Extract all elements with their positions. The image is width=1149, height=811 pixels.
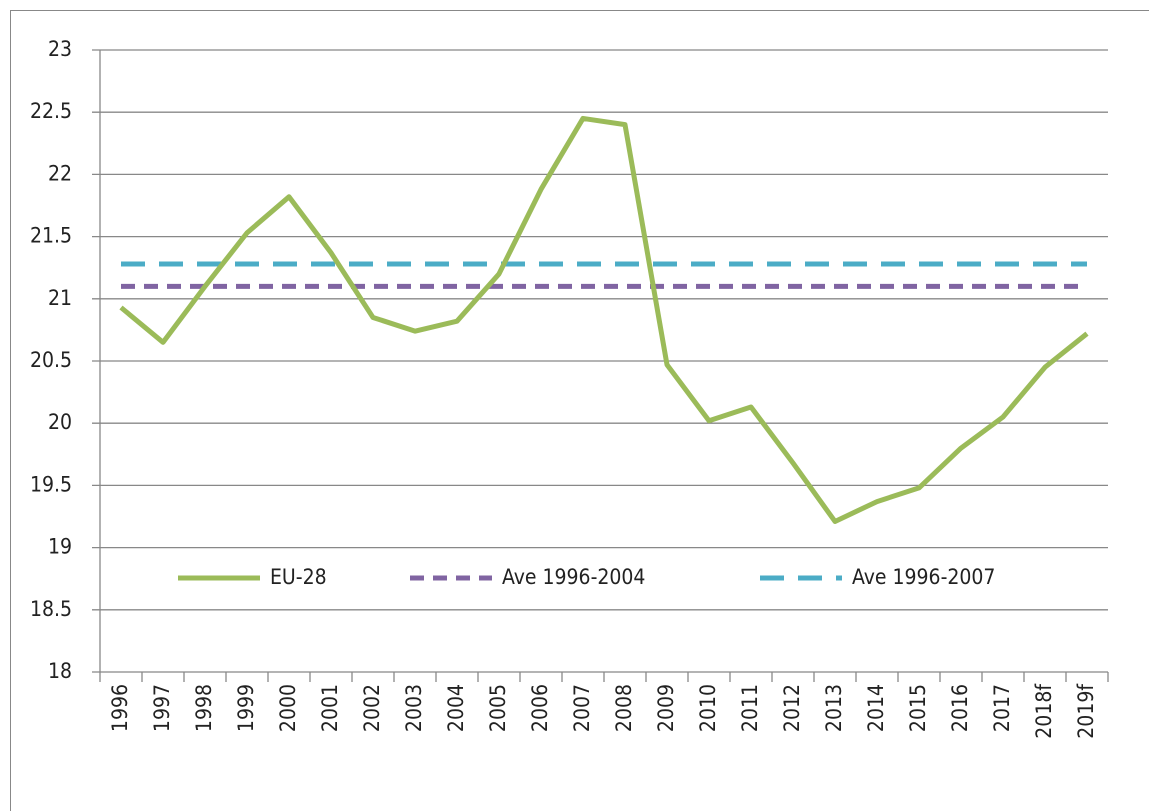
x-tick-label: 2013: [822, 684, 846, 732]
y-tick-label: 19.5: [30, 472, 72, 496]
x-tick-label: 2003: [402, 684, 426, 732]
x-tick-label: 2006: [528, 684, 552, 732]
x-tick-label: 2016: [948, 684, 972, 732]
chart-frame: [10, 10, 1149, 811]
x-tick-label: 2018f: [1032, 683, 1056, 739]
x-tick-label: 2019f: [1074, 683, 1098, 739]
y-tick-label: 20: [48, 410, 72, 434]
x-tick-label: 2007: [570, 684, 594, 732]
x-tick-label: 1999: [234, 684, 258, 732]
x-tick-label: 1996: [108, 684, 132, 732]
y-tick-label: 22.5: [30, 99, 72, 123]
y-tick-label: 21: [48, 286, 72, 310]
y-tick-label: 18.5: [30, 597, 72, 621]
x-tick-label: 1998: [192, 684, 216, 732]
y-tick-label: 18: [48, 659, 72, 683]
legend-label: Ave 1996-2004: [502, 565, 645, 589]
x-tick-label: 2017: [990, 684, 1014, 732]
legend-label: Ave 1996-2007: [852, 565, 995, 589]
x-tick-label: 2005: [486, 684, 510, 732]
x-tick-label: 2001: [318, 684, 342, 732]
series-line: [119, 115, 1089, 524]
x-tick-label: 2000: [276, 684, 300, 732]
x-tick-label: 2008: [612, 684, 636, 732]
x-tick-label: 2011: [738, 684, 762, 732]
x-tick-label: 2015: [906, 684, 930, 732]
x-tick-label: 2004: [444, 684, 468, 732]
y-tick-label: 20.5: [30, 348, 72, 372]
legend-label: EU-28: [270, 565, 327, 589]
x-tick-label: 1997: [150, 684, 174, 732]
x-tick-label: 2010: [696, 684, 720, 732]
y-tick-label: 19: [48, 535, 72, 559]
y-tick-label: 21.5: [30, 224, 72, 248]
x-tick-label: 2009: [654, 684, 678, 732]
y-tick-label: 22: [48, 161, 72, 185]
y-tick-label: 23: [48, 37, 72, 61]
x-tick-label: 2002: [360, 684, 384, 732]
x-tick-label: 2014: [864, 684, 888, 732]
x-tick-label: 2012: [780, 684, 804, 732]
